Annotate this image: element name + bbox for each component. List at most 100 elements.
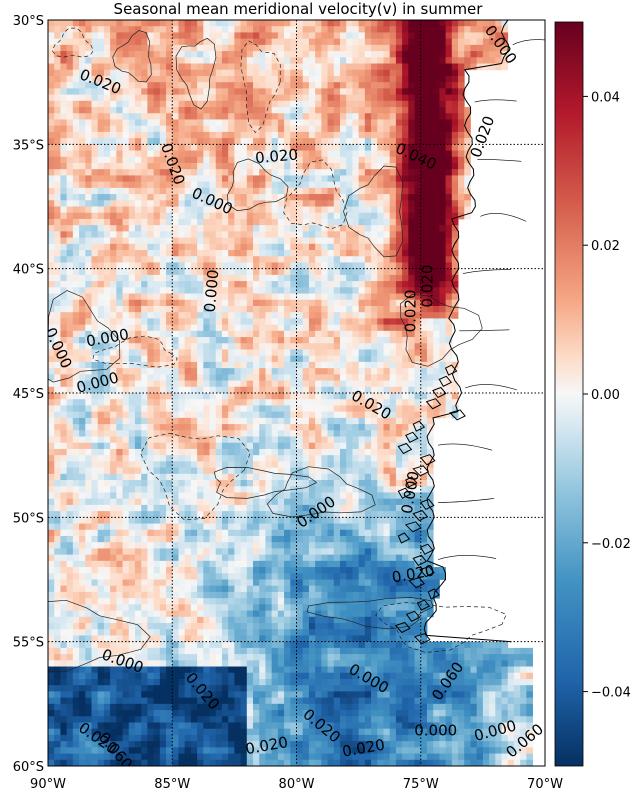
field-cell xyxy=(66,256,74,263)
field-cell xyxy=(451,206,459,214)
field-cell xyxy=(296,473,304,481)
field-cell xyxy=(116,75,123,83)
field-cell xyxy=(209,162,217,170)
field-cell xyxy=(402,293,409,301)
field-cell xyxy=(54,75,61,83)
field-cell xyxy=(72,480,80,487)
field-cell xyxy=(364,243,372,251)
field-cell xyxy=(346,162,353,170)
field-cell xyxy=(166,436,173,444)
field-cell xyxy=(277,250,285,257)
field-cell xyxy=(408,206,415,214)
field-cell xyxy=(91,411,99,419)
field-cell xyxy=(48,94,55,102)
field-cell xyxy=(72,44,80,52)
field-cell xyxy=(153,250,161,257)
field-cell xyxy=(284,44,291,52)
field-cell xyxy=(234,212,241,220)
field-cell xyxy=(445,100,453,108)
field-cell xyxy=(234,63,241,71)
field-cell xyxy=(389,206,397,214)
field-cell xyxy=(153,262,161,270)
field-cell xyxy=(122,343,130,350)
field-cell xyxy=(103,231,111,238)
field-cell xyxy=(97,281,105,288)
field-cell xyxy=(166,312,173,319)
field-cell xyxy=(333,32,341,40)
field-cell xyxy=(464,38,471,46)
field-cell xyxy=(134,69,142,77)
field-cell xyxy=(277,212,285,220)
field-cell xyxy=(265,480,273,487)
field-cell xyxy=(302,355,310,363)
field-cell xyxy=(277,38,285,46)
field-cell xyxy=(433,69,440,77)
field-cell xyxy=(48,88,55,95)
field-cell xyxy=(451,194,459,201)
field-cell xyxy=(153,138,161,145)
field-cell xyxy=(172,405,179,413)
field-cell xyxy=(364,405,372,413)
field-cell xyxy=(110,187,117,195)
field-cell xyxy=(203,473,210,481)
field-cell xyxy=(116,293,123,301)
field-cell xyxy=(439,32,446,40)
field-cell xyxy=(203,349,210,357)
field-cell xyxy=(290,274,297,282)
field-cell xyxy=(352,368,360,375)
field-cell xyxy=(178,461,186,468)
field-cell xyxy=(153,57,161,64)
field-cell xyxy=(445,268,453,276)
field-cell xyxy=(420,262,428,270)
field-cell xyxy=(54,430,61,437)
field-cell xyxy=(209,393,217,400)
field-cell xyxy=(433,386,440,394)
field-cell xyxy=(383,424,391,431)
field-cell xyxy=(166,287,173,294)
field-cell xyxy=(91,343,99,350)
field-cell xyxy=(159,125,167,133)
field-cell xyxy=(402,380,409,388)
field-cell xyxy=(97,467,105,475)
field-cell xyxy=(190,169,198,176)
field-cell xyxy=(302,175,310,183)
field-cell xyxy=(426,206,434,214)
field-cell xyxy=(60,113,68,120)
field-cell xyxy=(277,32,285,40)
field-cell xyxy=(395,287,403,294)
field-cell xyxy=(383,299,391,307)
field-cell xyxy=(253,349,260,357)
field-cell xyxy=(358,82,366,89)
field-cell xyxy=(259,218,266,226)
field-cell xyxy=(333,107,341,114)
field-cell xyxy=(54,206,61,214)
field-cell xyxy=(228,206,235,214)
field-cell xyxy=(346,430,353,437)
field-cell xyxy=(296,225,304,232)
field-cell xyxy=(166,467,173,475)
field-cell xyxy=(72,312,80,319)
field-cell xyxy=(85,94,92,102)
field-cell xyxy=(277,380,285,388)
field-cell xyxy=(377,293,384,301)
field-cell xyxy=(203,231,210,238)
field-cell xyxy=(184,281,192,288)
field-cell xyxy=(371,206,378,214)
field-cell xyxy=(414,467,422,475)
field-cell xyxy=(110,94,117,102)
field-cell xyxy=(221,448,229,456)
field-cell xyxy=(221,94,229,102)
field-cell xyxy=(221,473,229,481)
field-cell xyxy=(284,69,291,77)
field-cell xyxy=(426,181,434,189)
field-cell xyxy=(371,268,378,276)
field-cell xyxy=(358,181,366,189)
field-cell xyxy=(277,156,285,164)
field-cell xyxy=(259,430,266,437)
field-cell xyxy=(358,200,366,207)
field-cell xyxy=(110,461,117,468)
field-cell xyxy=(321,107,328,114)
field-cell xyxy=(259,20,266,27)
field-cell xyxy=(265,430,273,437)
field-cell xyxy=(79,455,86,462)
